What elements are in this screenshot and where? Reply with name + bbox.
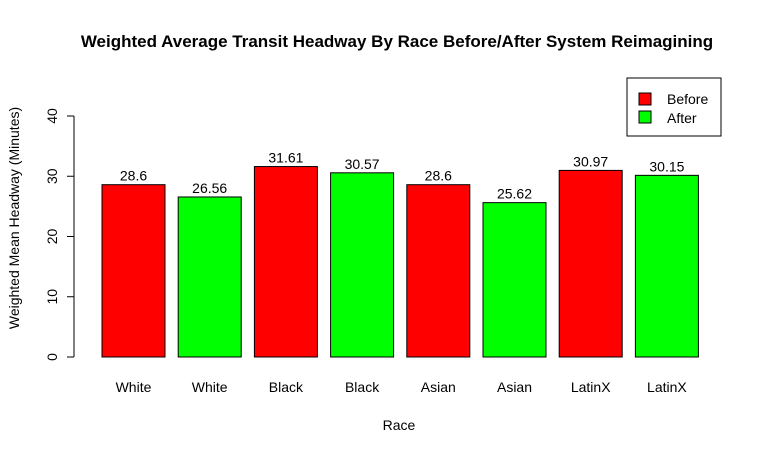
category-label: White bbox=[116, 379, 152, 395]
y-tick-label: 0 bbox=[44, 353, 60, 361]
bars bbox=[101, 166, 699, 358]
y-tick-label: 30 bbox=[44, 168, 60, 184]
bar-value-label: 25.62 bbox=[497, 186, 532, 202]
legend-label-after: After bbox=[667, 110, 697, 126]
bar-before bbox=[253, 166, 318, 358]
value-labels: 28.6 26.56 31.61 30.57 28.6 25.62 30.97 30.15 bbox=[120, 150, 685, 202]
legend: Before After bbox=[626, 77, 722, 137]
bar-value-label: 26.56 bbox=[192, 180, 227, 196]
bar-value-label: 30.97 bbox=[573, 153, 608, 169]
bar-value-label: 28.6 bbox=[120, 168, 147, 184]
legend-label-before: Before bbox=[667, 91, 708, 107]
y-tick-label: 20 bbox=[44, 229, 60, 245]
y-tick-label: 10 bbox=[44, 289, 60, 305]
category-label: LatinX bbox=[571, 379, 611, 395]
y-tick-label: 40 bbox=[44, 108, 60, 124]
bar-after bbox=[634, 174, 699, 358]
y-axis: 0 10 20 30 40 bbox=[44, 108, 75, 361]
y-axis-label: Weighted Mean Headway (Minutes) bbox=[6, 107, 22, 329]
bar-value-label: 31.61 bbox=[268, 150, 303, 166]
bar-value-label: 28.6 bbox=[425, 168, 452, 184]
x-axis-label: Race bbox=[383, 417, 416, 433]
category-label: Black bbox=[269, 379, 304, 395]
bar-value-label: 30.57 bbox=[345, 156, 380, 172]
bar-before bbox=[101, 184, 166, 358]
category-label: LatinX bbox=[647, 379, 687, 395]
bar-after bbox=[177, 196, 242, 358]
legend-swatch-after bbox=[638, 110, 652, 124]
category-label: Asian bbox=[497, 379, 532, 395]
legend-box bbox=[626, 77, 722, 137]
bar-value-label: 30.15 bbox=[649, 158, 684, 174]
category-labels: White White Black Black Asian Asian LatinX Lati… bbox=[116, 379, 688, 395]
legend-swatch-before bbox=[638, 92, 652, 106]
category-label: White bbox=[192, 379, 228, 395]
bar-after bbox=[330, 172, 395, 358]
bar-before bbox=[558, 169, 623, 358]
bar-before bbox=[406, 184, 471, 358]
category-label: Black bbox=[345, 379, 380, 395]
category-label: Asian bbox=[421, 379, 456, 395]
chart-title: Weighted Average Transit Headway By Race… bbox=[81, 32, 713, 51]
bar-after bbox=[482, 202, 547, 358]
